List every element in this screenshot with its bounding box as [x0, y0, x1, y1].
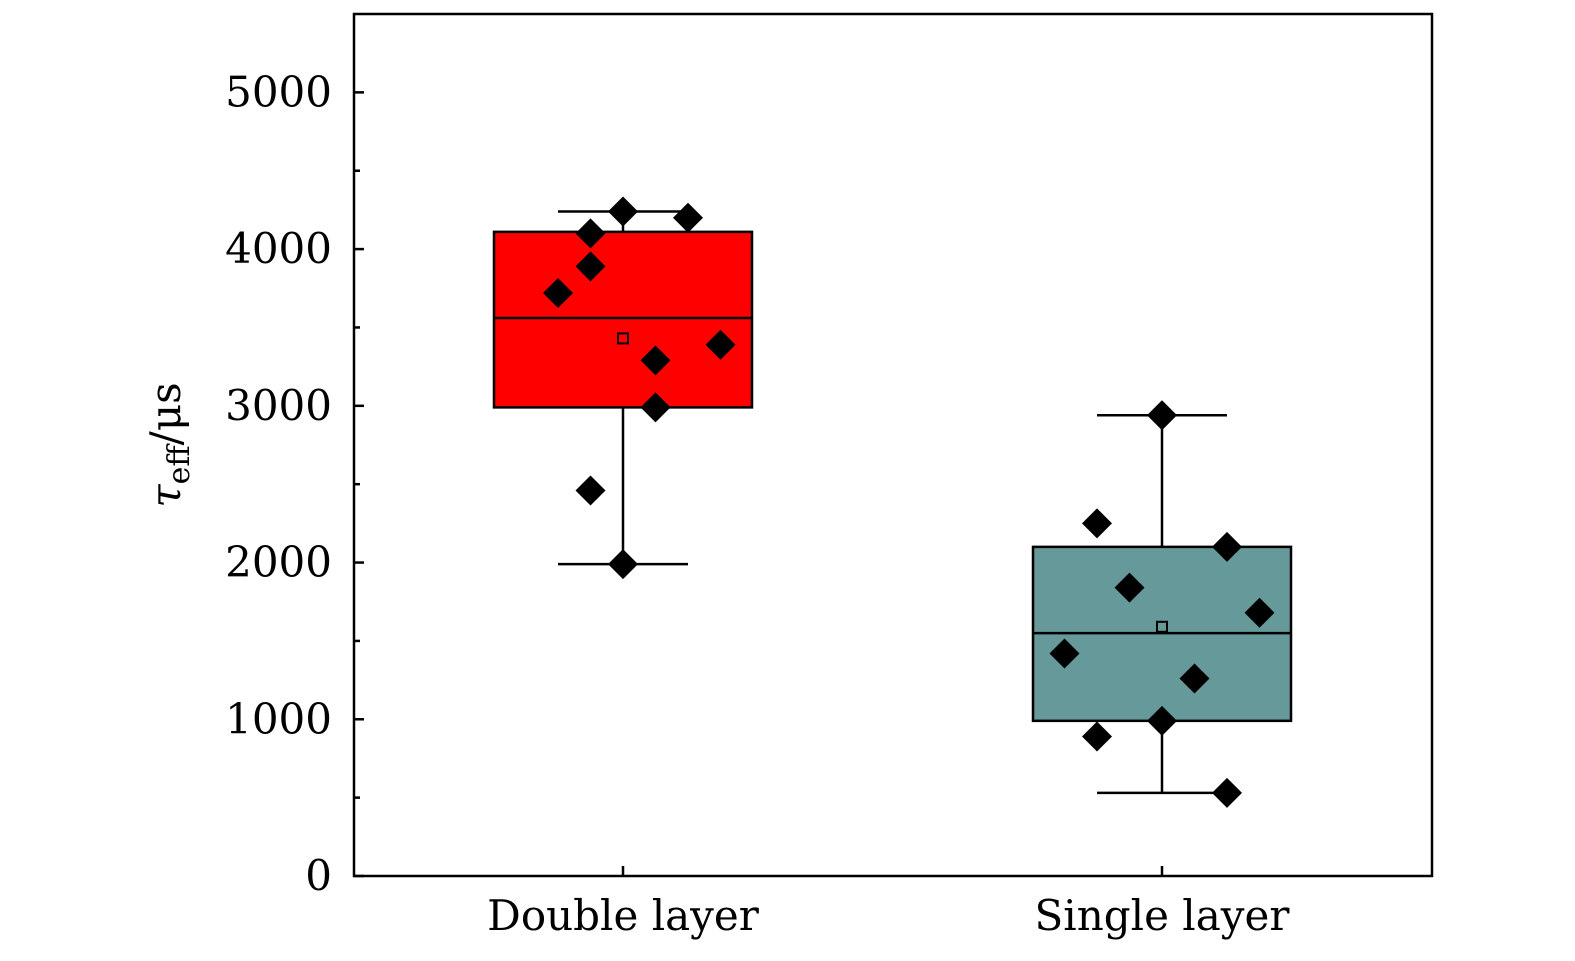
y-axis-title-unit: /μs — [141, 382, 190, 445]
y-axis-title-subscript: eff — [162, 443, 197, 485]
y-tick-label: 2000 — [225, 538, 332, 587]
x-tick-label: Single layer — [1035, 891, 1291, 940]
data-point — [1179, 663, 1210, 694]
y-tick-label: 0 — [305, 851, 332, 900]
y-axis: 0 1000 2000 3000 4000 5000 — [225, 67, 364, 900]
box-group — [492, 196, 754, 580]
data-point — [673, 202, 703, 233]
data-point — [640, 392, 671, 423]
data-point — [705, 329, 736, 360]
mean-marker — [617, 332, 629, 345]
x-axis: Double layer Single layer — [487, 866, 1290, 940]
mean-marker — [1156, 620, 1168, 633]
plot-area — [492, 196, 1293, 808]
data-point — [1212, 777, 1242, 808]
y-tick-label: 1000 — [225, 694, 332, 743]
data-point — [543, 277, 573, 308]
box-iqr — [492, 230, 754, 409]
data-point — [1082, 508, 1112, 539]
y-tick-label: 5000 — [225, 67, 332, 116]
y-axis-title: τeff/μs — [141, 382, 197, 507]
y-axis-title-symbol: τ — [141, 484, 190, 508]
data-point — [575, 218, 606, 249]
data-point — [1049, 638, 1080, 669]
data-point — [1244, 597, 1275, 628]
data-point — [1114, 572, 1145, 603]
data-point — [608, 196, 638, 227]
data-point — [575, 475, 606, 506]
data-point — [1147, 400, 1177, 431]
y-tick-label: 4000 — [225, 224, 332, 273]
data-point — [575, 251, 606, 282]
data-point — [640, 345, 671, 376]
data-point — [1082, 721, 1112, 752]
data-point — [1147, 705, 1177, 736]
y-tick-label: 3000 — [225, 381, 332, 430]
data-point — [608, 549, 638, 580]
data-point — [1212, 531, 1242, 562]
box-group — [1031, 400, 1293, 808]
plot-frame — [352, 12, 1434, 878]
x-tick-label: Double layer — [487, 891, 760, 940]
